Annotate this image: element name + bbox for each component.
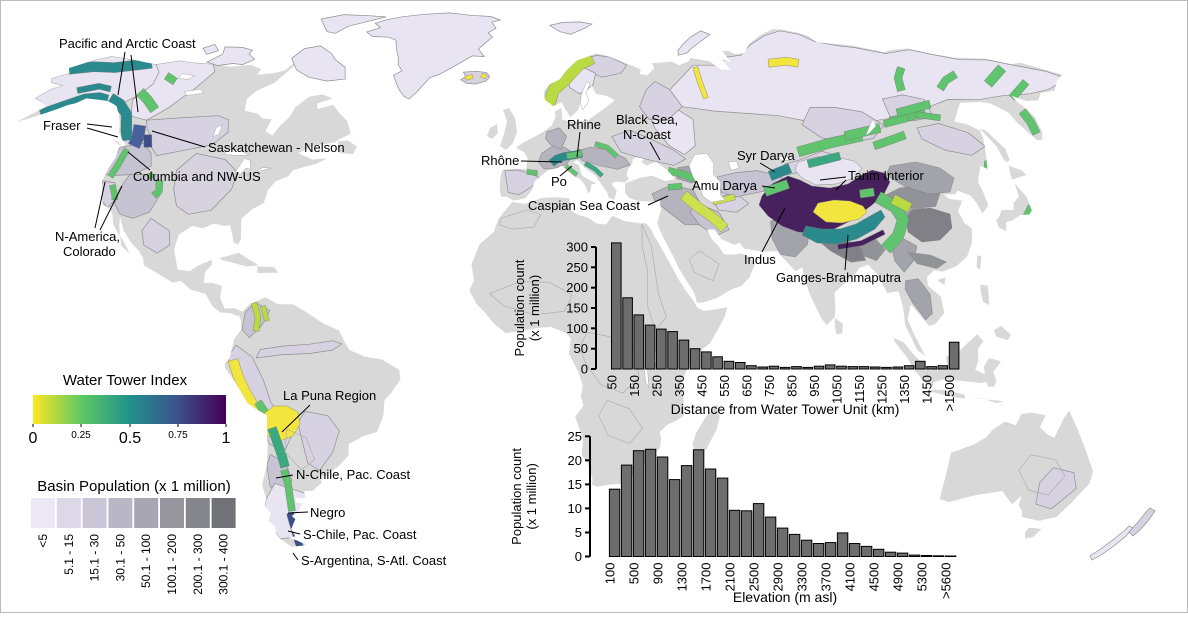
svg-text:150: 150: [566, 301, 588, 316]
svg-text:Population count: Population count: [509, 448, 524, 545]
svg-text:Rhône: Rhône: [481, 153, 519, 168]
svg-text:50.1 - 100: 50.1 - 100: [139, 534, 153, 588]
svg-text:50: 50: [604, 375, 619, 389]
svg-text:Po: Po: [551, 174, 567, 189]
svg-text:250: 250: [649, 375, 664, 397]
svg-text:0.75: 0.75: [168, 430, 188, 441]
svg-text:4100: 4100: [843, 563, 858, 592]
svg-text:15.1 - 30: 15.1 - 30: [88, 534, 102, 582]
svg-text:0: 0: [29, 430, 38, 447]
svg-text:S-Argentina, S-Atl. Coast: S-Argentina, S-Atl. Coast: [301, 553, 447, 568]
svg-text:1050: 1050: [830, 375, 845, 404]
svg-text:150: 150: [627, 375, 642, 397]
svg-text:Amu Darya: Amu Darya: [692, 178, 758, 193]
svg-text:Saskatchewan - Nelson: Saskatchewan - Nelson: [208, 140, 345, 155]
svg-text:1150: 1150: [852, 375, 867, 403]
svg-text:Elevation (m asl): Elevation (m asl): [733, 589, 837, 605]
svg-text:1700: 1700: [699, 563, 714, 592]
svg-text:Black Sea,: Black Sea,: [616, 112, 678, 127]
svg-text:>5600: >5600: [939, 563, 954, 600]
svg-text:5.1 - 15: 5.1 - 15: [62, 534, 76, 575]
svg-text:900: 900: [651, 563, 666, 585]
svg-text:3300: 3300: [795, 563, 810, 592]
svg-text:Ganges-Brahmaputra: Ganges-Brahmaputra: [776, 270, 902, 285]
svg-text:50: 50: [574, 341, 588, 356]
svg-text:<5: <5: [36, 534, 50, 548]
svg-text:750: 750: [762, 375, 777, 397]
svg-text:10: 10: [568, 501, 582, 516]
svg-text:La Puna Region: La Puna Region: [283, 388, 376, 403]
svg-text:Syr Darya: Syr Darya: [737, 148, 796, 163]
svg-text:Population count: Population count: [512, 259, 527, 356]
svg-text:950: 950: [807, 375, 822, 397]
svg-text:1300: 1300: [675, 563, 690, 592]
svg-text:250: 250: [566, 260, 588, 275]
svg-text:550: 550: [717, 375, 732, 397]
svg-text:450: 450: [694, 375, 709, 397]
svg-text:>1500: >1500: [942, 375, 957, 412]
svg-text:0.25: 0.25: [71, 430, 91, 441]
svg-text:500: 500: [627, 563, 642, 585]
svg-text:Caspian Sea Coast: Caspian Sea Coast: [528, 198, 640, 213]
svg-text:5300: 5300: [915, 563, 930, 592]
svg-text:Colorado: Colorado: [63, 244, 116, 259]
svg-text:25: 25: [568, 429, 582, 444]
svg-text:0: 0: [575, 549, 582, 564]
svg-text:Distance from Water Tower Unit: Distance from Water Tower Unit (km): [671, 401, 900, 417]
svg-text:0: 0: [581, 362, 588, 377]
svg-text:N-Coast: N-Coast: [623, 127, 671, 142]
svg-text:100: 100: [603, 563, 618, 585]
svg-text:100.1 - 200: 100.1 - 200: [165, 534, 179, 595]
svg-text:N-Chile, Pac. Coast: N-Chile, Pac. Coast: [296, 467, 411, 482]
svg-text:Rhine: Rhine: [567, 117, 601, 132]
svg-text:4500: 4500: [867, 563, 882, 592]
svg-text:Fraser: Fraser: [43, 118, 81, 133]
svg-text:200.1 - 300: 200.1 - 300: [191, 534, 205, 595]
svg-text:350: 350: [672, 375, 687, 397]
svg-text:0.5: 0.5: [119, 430, 141, 447]
svg-text:1: 1: [222, 430, 231, 447]
svg-text:Basin Population (x 1 million): Basin Population (x 1 million): [37, 478, 230, 495]
svg-text:2900: 2900: [771, 563, 786, 592]
svg-text:30.1 - 50: 30.1 - 50: [113, 534, 127, 582]
svg-text:Columbia and NW-US: Columbia and NW-US: [133, 169, 261, 184]
svg-text:2500: 2500: [747, 563, 762, 592]
svg-text:1450: 1450: [920, 375, 935, 404]
svg-text:15: 15: [568, 477, 582, 492]
svg-text:100: 100: [566, 321, 588, 336]
svg-text:1250: 1250: [875, 375, 890, 404]
svg-text:300: 300: [566, 240, 588, 255]
svg-text:(x 1 million): (x 1 million): [527, 275, 542, 341]
svg-text:650: 650: [739, 375, 754, 397]
svg-text:Pacific and Arctic Coast: Pacific and Arctic Coast: [59, 36, 196, 51]
svg-text:3700: 3700: [819, 563, 834, 592]
svg-text:Negro: Negro: [310, 505, 345, 520]
svg-text:20: 20: [568, 453, 582, 468]
svg-text:Tarim Interior: Tarim Interior: [848, 168, 925, 183]
svg-text:S-Chile, Pac. Coast: S-Chile, Pac. Coast: [303, 527, 417, 542]
svg-text:850: 850: [785, 375, 800, 397]
svg-text:4900: 4900: [891, 563, 906, 592]
svg-text:1350: 1350: [897, 375, 912, 404]
svg-text:Water Tower Index: Water Tower Index: [63, 372, 188, 389]
svg-text:N-America,: N-America,: [55, 229, 120, 244]
svg-text:300.1 - 400: 300.1 - 400: [217, 534, 231, 595]
svg-text:200: 200: [566, 280, 588, 295]
svg-text:Indus: Indus: [744, 252, 776, 267]
svg-text:5: 5: [575, 525, 582, 540]
svg-text:(x 1 million): (x 1 million): [524, 463, 539, 529]
svg-text:2100: 2100: [723, 563, 738, 592]
